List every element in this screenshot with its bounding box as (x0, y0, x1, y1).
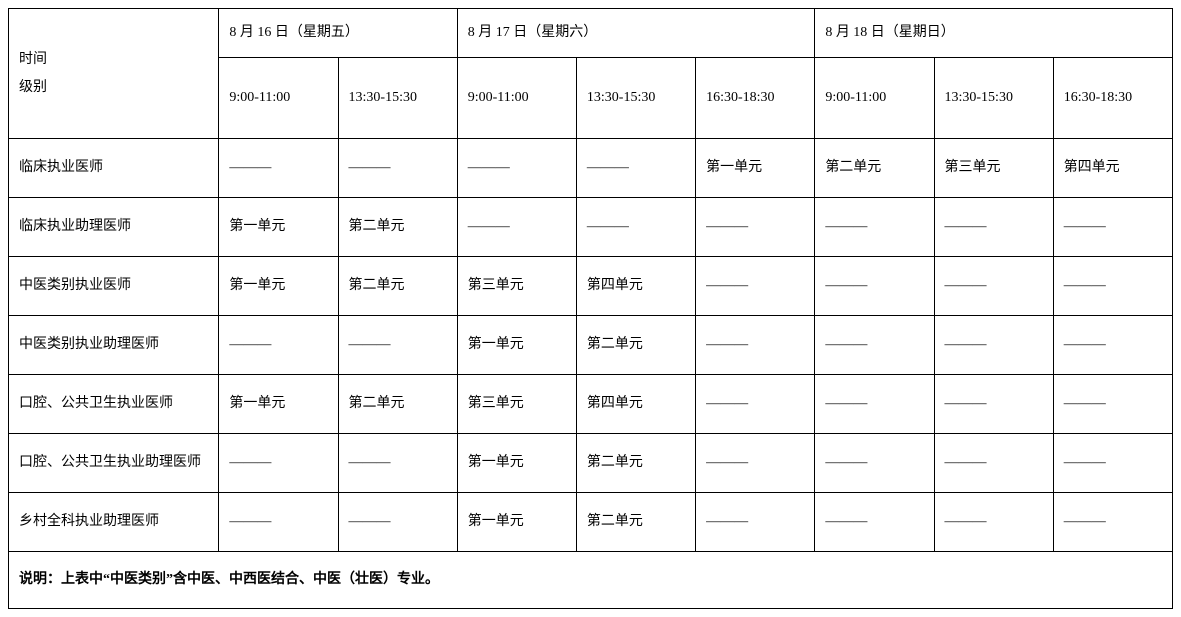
cell: ——— (696, 316, 815, 375)
table-row: 口腔、公共卫生执业医师第一单元第二单元第三单元第四单元———————————— (9, 375, 1173, 434)
cell: ——— (696, 198, 815, 257)
cell: 第一单元 (457, 434, 576, 493)
cell: 第一单元 (696, 139, 815, 198)
cell: ——— (338, 493, 457, 552)
cell: 第二单元 (338, 198, 457, 257)
table-row: 乡村全科执业助理医师——————第一单元第二单元———————————— (9, 493, 1173, 552)
cell: 第三单元 (457, 257, 576, 316)
cell: ——— (338, 434, 457, 493)
cell: ——— (934, 316, 1053, 375)
cell: ——— (696, 434, 815, 493)
cell: ——— (219, 139, 338, 198)
cell: ——— (815, 257, 934, 316)
cell: 第一单元 (457, 316, 576, 375)
cell: 第三单元 (457, 375, 576, 434)
cell: ——— (934, 434, 1053, 493)
cell: ——— (815, 316, 934, 375)
table-row: 中医类别执业医师第一单元第二单元第三单元第四单元———————————— (9, 257, 1173, 316)
cell: ——— (1053, 316, 1172, 375)
table-body: 临床执业医师————————————第一单元第二单元第三单元第四单元临床执业助理… (9, 139, 1173, 552)
cell: ——— (934, 257, 1053, 316)
cell: ——— (696, 257, 815, 316)
header-row-dates: 时间 级别 8 月 16 日（星期五） 8 月 17 日（星期六） 8 月 18… (9, 9, 1173, 58)
time-slot-2: 9:00-11:00 (457, 58, 576, 139)
cell: 第二单元 (815, 139, 934, 198)
cell: ——— (219, 316, 338, 375)
cell: 第一单元 (457, 493, 576, 552)
table-row: 临床执业医师————————————第一单元第二单元第三单元第四单元 (9, 139, 1173, 198)
date-header-0: 8 月 16 日（星期五） (219, 9, 457, 58)
cell: ——— (457, 139, 576, 198)
note-row: 说明：上表中“中医类别”含中医、中西医结合、中医（壮医）专业。 (9, 552, 1173, 609)
cell: 第一单元 (219, 198, 338, 257)
time-slot-0: 9:00-11:00 (219, 58, 338, 139)
cell: ——— (338, 316, 457, 375)
cell: 第四单元 (576, 375, 695, 434)
time-slot-5: 9:00-11:00 (815, 58, 934, 139)
cell: 第二单元 (338, 375, 457, 434)
cell: ——— (219, 493, 338, 552)
corner-label-2: 级别 (19, 74, 208, 102)
cell: 第四单元 (576, 257, 695, 316)
exam-schedule-table: 时间 级别 8 月 16 日（星期五） 8 月 17 日（星期六） 8 月 18… (8, 8, 1173, 609)
cell: 第三单元 (934, 139, 1053, 198)
cell: 第二单元 (338, 257, 457, 316)
cell: 第二单元 (576, 493, 695, 552)
time-slot-4: 16:30-18:30 (696, 58, 815, 139)
cell: ——— (219, 434, 338, 493)
cell: 第四单元 (1053, 139, 1172, 198)
cell: ——— (1053, 493, 1172, 552)
table-row: 口腔、公共卫生执业助理医师——————第一单元第二单元———————————— (9, 434, 1173, 493)
cell: ——— (934, 375, 1053, 434)
date-header-1: 8 月 17 日（星期六） (457, 9, 815, 58)
cell: ——— (815, 198, 934, 257)
cell: 第二单元 (576, 434, 695, 493)
cell: ——— (815, 493, 934, 552)
cell: ——— (1053, 257, 1172, 316)
cell: ——— (1053, 375, 1172, 434)
table-row: 临床执业助理医师第一单元第二单元—————————————————— (9, 198, 1173, 257)
row-label: 临床执业医师 (9, 139, 219, 198)
cell: ——— (934, 198, 1053, 257)
corner-cell: 时间 级别 (9, 9, 219, 139)
row-label: 临床执业助理医师 (9, 198, 219, 257)
date-header-2: 8 月 18 日（星期日） (815, 9, 1173, 58)
row-label: 口腔、公共卫生执业医师 (9, 375, 219, 434)
cell: ——— (815, 375, 934, 434)
cell: ——— (1053, 198, 1172, 257)
time-slot-1: 13:30-15:30 (338, 58, 457, 139)
cell: 第一单元 (219, 257, 338, 316)
cell: ——— (696, 375, 815, 434)
table-row: 中医类别执业助理医师——————第一单元第二单元———————————— (9, 316, 1173, 375)
time-slot-3: 13:30-15:30 (576, 58, 695, 139)
row-label: 乡村全科执业助理医师 (9, 493, 219, 552)
time-slot-6: 13:30-15:30 (934, 58, 1053, 139)
cell: ——— (696, 493, 815, 552)
row-label: 中医类别执业医师 (9, 257, 219, 316)
cell: ——— (576, 139, 695, 198)
cell: ——— (934, 493, 1053, 552)
cell: 第一单元 (219, 375, 338, 434)
row-label: 口腔、公共卫生执业助理医师 (9, 434, 219, 493)
row-label: 中医类别执业助理医师 (9, 316, 219, 375)
time-slot-7: 16:30-18:30 (1053, 58, 1172, 139)
cell: ——— (576, 198, 695, 257)
note-cell: 说明：上表中“中医类别”含中医、中西医结合、中医（壮医）专业。 (9, 552, 1173, 609)
cell: ——— (338, 139, 457, 198)
corner-label-1: 时间 (19, 46, 208, 74)
cell: ——— (457, 198, 576, 257)
cell: ——— (815, 434, 934, 493)
cell: 第二单元 (576, 316, 695, 375)
cell: ——— (1053, 434, 1172, 493)
